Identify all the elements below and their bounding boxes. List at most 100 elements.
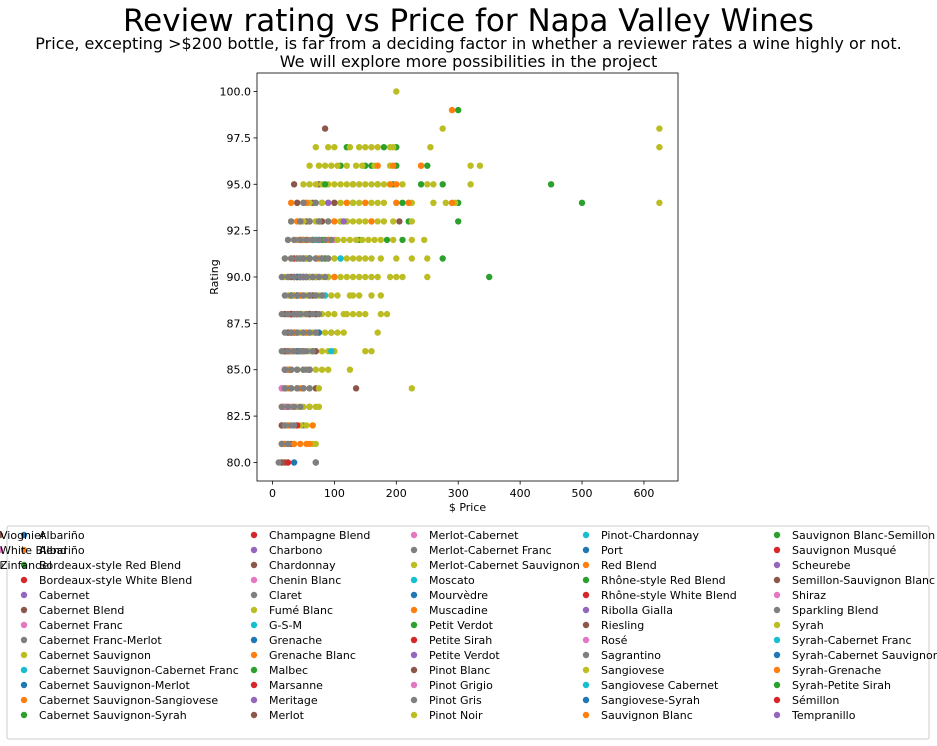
data-point — [486, 273, 493, 281]
chart-subtitle-line-1: Price, excepting >$200 bottle, is far fr… — [35, 34, 901, 53]
data-point — [356, 218, 363, 225]
data-point — [377, 255, 384, 262]
data-point — [448, 106, 456, 114]
legend-label: Merlot — [269, 709, 305, 722]
legend-marker — [20, 651, 28, 659]
legend-label: Rosé — [601, 634, 628, 647]
data-point — [309, 348, 316, 355]
data-point — [362, 199, 369, 206]
legend-marker — [773, 531, 781, 539]
data-point — [306, 162, 313, 169]
data-point — [417, 181, 425, 188]
data-point — [374, 273, 381, 281]
data-point — [331, 199, 338, 206]
legend-marker — [20, 621, 28, 629]
data-point — [297, 218, 304, 225]
data-point — [390, 162, 397, 169]
legend-label: Sparkling Blend — [792, 604, 879, 617]
data-point — [287, 255, 295, 262]
data-point — [331, 255, 338, 262]
data-point — [362, 181, 369, 188]
data-point — [325, 255, 332, 262]
data-point — [399, 199, 406, 206]
data-point — [393, 181, 400, 188]
data-point — [287, 329, 295, 336]
legend-marker — [410, 666, 418, 674]
legend-marker — [250, 681, 258, 689]
data-point — [309, 422, 316, 429]
legend-label: Scheurebe — [792, 559, 851, 572]
legend-label: Sauvignon Blanc — [601, 709, 693, 722]
legend-label: Cabernet Sauvignon — [39, 649, 151, 662]
legend-label: Grenache — [269, 634, 322, 647]
data-point — [294, 329, 301, 336]
legend-marker — [773, 636, 781, 644]
data-point — [362, 255, 369, 262]
data-point — [352, 162, 360, 169]
data-point — [278, 440, 285, 448]
legend-label: Petit Verdot — [429, 619, 494, 632]
data-point — [325, 310, 332, 318]
data-point — [331, 181, 338, 188]
legend-marker — [250, 531, 258, 539]
data-point — [321, 125, 329, 132]
data-point — [300, 329, 307, 336]
series-3 — [290, 273, 313, 336]
axis-ticks: 0 100 200 300 400 500 600 80.0 82.5 85.0 87.5 90.0 9… — [220, 86, 655, 500]
x-tick-label: 400 — [510, 487, 531, 500]
legend-marker — [250, 576, 258, 584]
legend-label: Rhône-style Red Blend — [601, 574, 726, 587]
data-point — [306, 218, 313, 225]
legend-label: Syrah-Petite Sirah — [792, 679, 891, 692]
legend-label: Champagne Blend — [269, 529, 370, 542]
legend-marker — [250, 711, 258, 719]
data-point — [328, 348, 335, 355]
legend-marker — [250, 636, 258, 644]
data-point — [290, 348, 298, 355]
legend-label: Shiraz — [792, 589, 826, 602]
legend-marker — [582, 621, 590, 629]
legend-marker — [250, 651, 258, 659]
x-tick-label: 600 — [633, 487, 654, 500]
data-point — [281, 422, 289, 429]
data-point — [306, 255, 313, 262]
legend-label: Viognier — [0, 529, 46, 542]
legend-label: Malbec — [269, 664, 308, 677]
data-point — [374, 144, 381, 151]
data-point — [328, 162, 335, 169]
data-point — [334, 236, 341, 244]
data-point — [287, 385, 295, 392]
data-point — [294, 385, 301, 392]
data-point — [294, 255, 301, 262]
legend-label: Meritage — [269, 694, 318, 707]
data-point — [321, 329, 329, 336]
legend-label: Sémillon — [792, 694, 839, 707]
series-57 — [287, 292, 313, 355]
data-point — [380, 144, 388, 151]
legend-label: Muscadine — [429, 604, 488, 617]
data-point — [368, 144, 375, 151]
legend-label: Zinfandel — [0, 559, 52, 572]
data-point — [306, 329, 313, 336]
data-point — [321, 236, 329, 244]
legend-label: Pinot Gris — [429, 694, 482, 707]
data-point — [281, 366, 289, 373]
x-tick-label: 0 — [269, 487, 276, 500]
data-point — [356, 310, 363, 318]
data-point — [284, 310, 292, 318]
legend-label: Petite Sirah — [429, 634, 492, 647]
data-point — [331, 273, 338, 281]
series-6 — [281, 199, 338, 410]
data-point — [284, 348, 292, 355]
y-tick-label: 87.5 — [227, 317, 252, 330]
legend-marker — [410, 591, 418, 599]
data-point — [306, 181, 313, 188]
data-point — [294, 292, 301, 299]
y-tick-label: 82.5 — [227, 410, 252, 423]
data-point — [312, 181, 319, 188]
x-tick-label: 200 — [386, 487, 407, 500]
legend-marker — [20, 531, 28, 539]
data-point — [408, 385, 415, 392]
legend-marker — [582, 546, 590, 554]
chart-subtitle-line-2: We will explore more possibilities in th… — [280, 52, 658, 71]
